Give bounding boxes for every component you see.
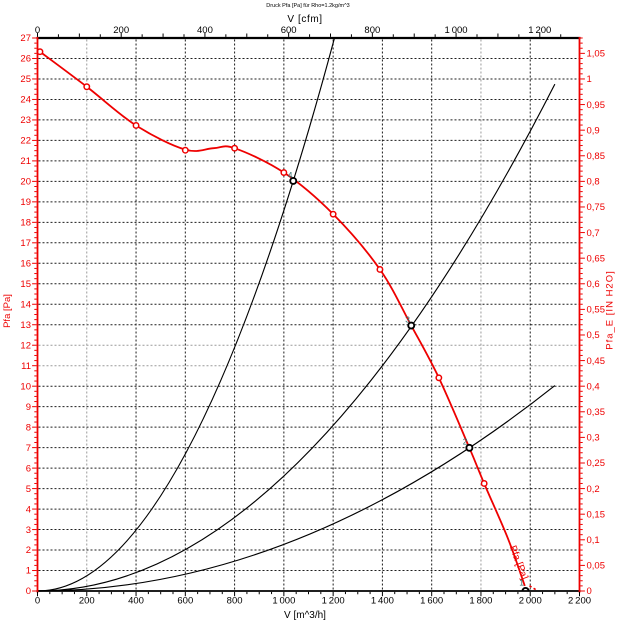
svg-text:0: 0 xyxy=(26,586,31,597)
svg-text:9: 9 xyxy=(26,402,31,413)
svg-text:600: 600 xyxy=(281,25,297,36)
svg-text:0,1: 0,1 xyxy=(587,535,600,546)
svg-text:16: 16 xyxy=(20,259,31,270)
svg-text:1 400: 1 400 xyxy=(371,596,394,607)
svg-text:1 600: 1 600 xyxy=(420,596,443,607)
svg-text:0,3: 0,3 xyxy=(587,433,600,444)
svg-text:20: 20 xyxy=(20,177,31,188)
svg-text:23: 23 xyxy=(20,115,31,126)
svg-text:26: 26 xyxy=(20,54,31,65)
svg-text:0: 0 xyxy=(587,586,592,597)
svg-text:V [cfm]: V [cfm] xyxy=(287,14,322,25)
svg-text:2: 2 xyxy=(463,437,468,447)
svg-text:1 800: 1 800 xyxy=(469,596,492,607)
svg-text:27: 27 xyxy=(20,33,31,44)
svg-text:17: 17 xyxy=(20,238,31,249)
svg-text:0,45: 0,45 xyxy=(587,356,606,367)
svg-text:600: 600 xyxy=(177,596,193,607)
svg-text:0,65: 0,65 xyxy=(587,253,606,264)
svg-text:1 200: 1 200 xyxy=(528,25,551,36)
svg-text:0,4: 0,4 xyxy=(587,381,600,392)
svg-text:25: 25 xyxy=(20,74,31,85)
svg-text:0,2: 0,2 xyxy=(587,484,600,495)
svg-text:4: 4 xyxy=(26,504,31,515)
svg-text:0,55: 0,55 xyxy=(587,305,606,316)
svg-text:6: 6 xyxy=(26,463,31,474)
svg-text:200: 200 xyxy=(79,596,95,607)
svg-text:2 200: 2 200 xyxy=(568,596,591,607)
svg-text:15: 15 xyxy=(20,279,31,290)
svg-text:2: 2 xyxy=(26,545,31,556)
svg-text:0,95: 0,95 xyxy=(587,100,606,111)
svg-text:1: 1 xyxy=(519,578,524,588)
svg-text:21: 21 xyxy=(20,156,31,167)
svg-text:800: 800 xyxy=(364,25,380,36)
svg-text:19: 19 xyxy=(20,197,31,208)
svg-text:0,15: 0,15 xyxy=(587,509,606,520)
svg-text:22: 22 xyxy=(20,136,31,147)
svg-text:11: 11 xyxy=(21,361,31,372)
svg-text:12: 12 xyxy=(20,340,31,351)
svg-text:0,5: 0,5 xyxy=(587,330,600,341)
svg-text:0,6: 0,6 xyxy=(587,279,600,290)
svg-text:200: 200 xyxy=(113,25,129,36)
svg-text:0,8: 0,8 xyxy=(587,177,600,188)
svg-text:10: 10 xyxy=(20,381,31,392)
svg-text:400: 400 xyxy=(128,596,144,607)
svg-text:Pfa_E [IN H2O]: Pfa_E [IN H2O] xyxy=(605,270,616,349)
svg-text:1: 1 xyxy=(587,74,592,85)
svg-text:1 000: 1 000 xyxy=(445,25,468,36)
svg-text:4: 4 xyxy=(288,170,293,180)
svg-text:Druck Pfa [Pa] für Rho=1.2kg/m: Druck Pfa [Pa] für Rho=1.2kg/m^3 xyxy=(266,3,349,9)
svg-text:V [m^3/h]: V [m^3/h] xyxy=(284,610,326,621)
svg-text:0: 0 xyxy=(35,596,40,607)
svg-text:18: 18 xyxy=(20,218,31,229)
svg-text:2 000: 2 000 xyxy=(519,596,542,607)
svg-text:0,7: 0,7 xyxy=(587,228,600,239)
svg-text:1 200: 1 200 xyxy=(322,596,345,607)
svg-text:5: 5 xyxy=(26,484,31,495)
svg-text:0,05: 0,05 xyxy=(587,561,606,572)
svg-text:0,35: 0,35 xyxy=(587,407,606,418)
svg-text:14: 14 xyxy=(20,299,31,310)
svg-text:0,75: 0,75 xyxy=(587,202,606,213)
svg-text:1,05: 1,05 xyxy=(587,49,606,60)
svg-text:0,25: 0,25 xyxy=(587,458,606,469)
svg-text:24: 24 xyxy=(20,95,31,106)
svg-text:0,9: 0,9 xyxy=(587,125,600,136)
svg-text:1 000: 1 000 xyxy=(272,596,295,607)
svg-text:0: 0 xyxy=(35,25,40,36)
svg-text:400: 400 xyxy=(197,25,213,36)
svg-text:8: 8 xyxy=(26,422,31,433)
svg-text:1: 1 xyxy=(26,566,31,577)
svg-text:Pfa [Pa]: Pfa [Pa] xyxy=(2,294,13,328)
svg-text:800: 800 xyxy=(227,596,243,607)
svg-text:3: 3 xyxy=(26,525,31,536)
svg-text:0,85: 0,85 xyxy=(587,151,606,162)
svg-text:3: 3 xyxy=(405,315,410,325)
svg-text:13: 13 xyxy=(20,320,31,331)
svg-text:7: 7 xyxy=(26,443,31,454)
